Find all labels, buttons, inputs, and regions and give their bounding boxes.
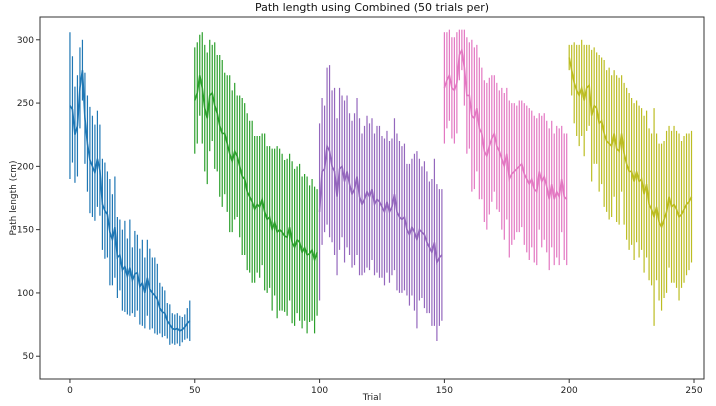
mean-line bbox=[69, 70, 191, 332]
x-axis: 0 50 100 150 200 250 bbox=[67, 379, 703, 396]
x-tick-label: 0 bbox=[67, 386, 73, 396]
x-axis-label: Trial bbox=[362, 393, 381, 403]
x-tick-label: 200 bbox=[561, 386, 578, 396]
x-tick-label: 250 bbox=[685, 386, 702, 396]
y-tick-label: 100 bbox=[17, 289, 34, 299]
series-layer bbox=[69, 29, 693, 347]
plot-frame bbox=[39, 16, 705, 380]
y-tick-label: 150 bbox=[17, 226, 34, 236]
y-tick-label: 300 bbox=[17, 36, 34, 46]
chart-title: Path length using Combined (50 trials pe… bbox=[255, 1, 489, 14]
mean-line bbox=[568, 57, 693, 230]
series-1 bbox=[194, 32, 318, 334]
mean-line bbox=[318, 143, 443, 266]
series-0 bbox=[69, 32, 191, 347]
y-axis-label: Path length (cm) bbox=[9, 161, 19, 236]
series-4 bbox=[568, 39, 693, 326]
x-tick-label: 50 bbox=[189, 386, 201, 396]
y-tick-label: 50 bbox=[23, 352, 35, 362]
series-2 bbox=[318, 65, 443, 342]
x-tick-label: 150 bbox=[436, 386, 453, 396]
series-3 bbox=[443, 29, 568, 271]
mean-line bbox=[194, 75, 318, 263]
x-tick-label: 100 bbox=[311, 386, 328, 396]
mean-line bbox=[443, 47, 568, 200]
y-tick-label: 200 bbox=[17, 162, 34, 172]
y-axis: 50 100 150 200 250 300 bbox=[17, 36, 40, 362]
y-tick-label: 250 bbox=[17, 99, 34, 109]
